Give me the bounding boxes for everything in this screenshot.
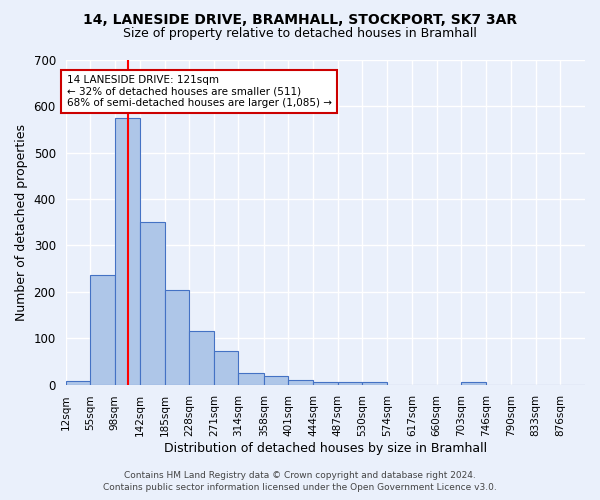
Bar	[115, 118, 140, 384]
Bar	[189, 332, 214, 384]
Text: Size of property relative to detached houses in Bramhall: Size of property relative to detached ho…	[123, 28, 477, 40]
Bar	[238, 373, 263, 384]
Bar	[263, 376, 289, 384]
Bar	[214, 350, 238, 384]
Text: 14, LANESIDE DRIVE, BRAMHALL, STOCKPORT, SK7 3AR: 14, LANESIDE DRIVE, BRAMHALL, STOCKPORT,…	[83, 12, 517, 26]
Bar	[65, 381, 90, 384]
Text: 14 LANESIDE DRIVE: 121sqm
← 32% of detached houses are smaller (511)
68% of semi: 14 LANESIDE DRIVE: 121sqm ← 32% of detac…	[67, 75, 332, 108]
Y-axis label: Number of detached properties: Number of detached properties	[15, 124, 28, 321]
Text: Contains HM Land Registry data © Crown copyright and database right 2024.
Contai: Contains HM Land Registry data © Crown c…	[103, 471, 497, 492]
X-axis label: Distribution of detached houses by size in Bramhall: Distribution of detached houses by size …	[164, 442, 487, 455]
Bar	[338, 382, 362, 384]
Bar	[289, 380, 313, 384]
Bar	[164, 290, 189, 384]
Bar	[461, 382, 486, 384]
Bar	[90, 274, 115, 384]
Bar	[313, 382, 338, 384]
Bar	[140, 222, 164, 384]
Bar	[362, 382, 388, 384]
